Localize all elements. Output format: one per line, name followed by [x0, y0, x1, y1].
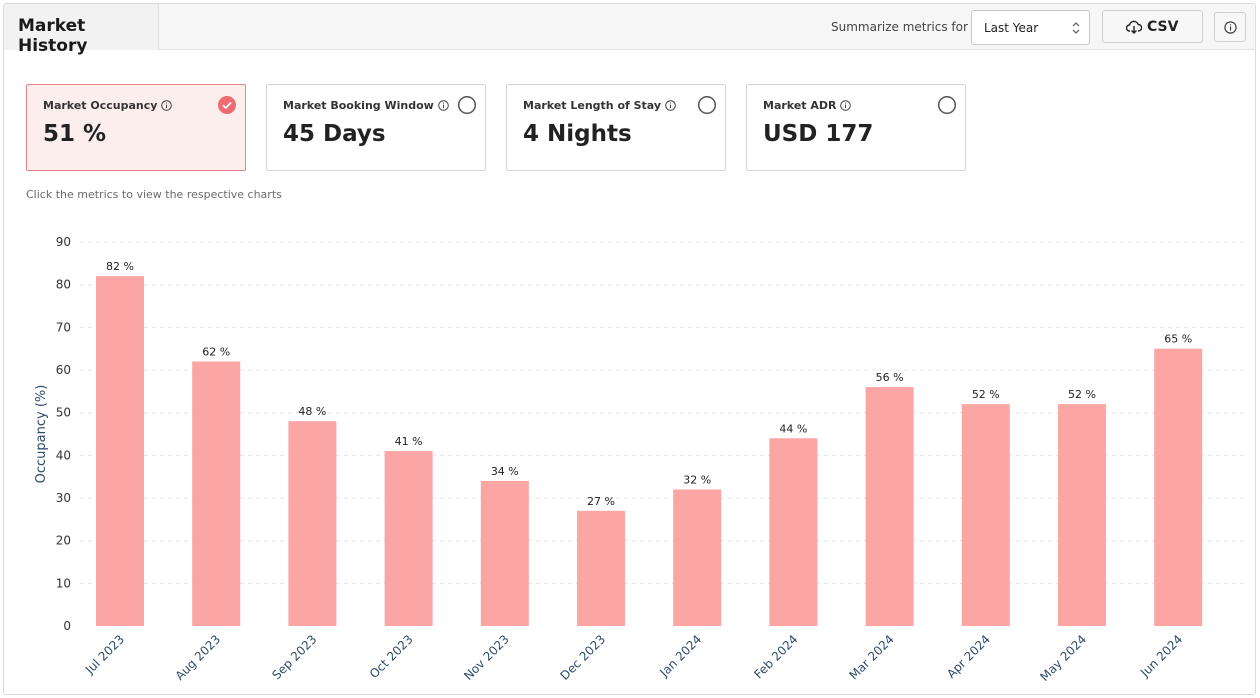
chart-hint: Click the metrics to view the respective… — [26, 188, 282, 201]
bar — [480, 480, 529, 626]
x-tick-label: Sep 2023 — [269, 632, 319, 682]
y-tick-label: 50 — [56, 406, 71, 420]
y-tick-label: 80 — [56, 278, 71, 292]
y-tick-label: 30 — [56, 491, 71, 505]
data-label: 62 % — [202, 345, 230, 358]
metric-card-value: 45 Days — [283, 121, 386, 147]
info-icon — [840, 100, 852, 111]
chevron-up-down-icon — [1072, 22, 1080, 34]
metric-card-label: Market ADR — [763, 99, 852, 112]
bar — [577, 510, 625, 626]
bar — [1058, 404, 1106, 626]
y-tick-label: 40 — [56, 448, 71, 462]
y-tick-label: 20 — [56, 534, 71, 548]
x-tick-label: Feb 2024 — [751, 632, 800, 681]
data-label: 32 % — [683, 473, 711, 486]
csv-download-button[interactable]: CSV — [1102, 10, 1203, 43]
bar — [961, 404, 1010, 626]
y-tick-label: 60 — [56, 363, 71, 377]
data-label: 48 % — [298, 405, 326, 418]
data-label: 82 % — [106, 260, 134, 273]
checked-circle-icon[interactable] — [217, 95, 237, 115]
metric-card-booking-window[interactable]: Market Booking Window 45 Days — [266, 84, 486, 171]
info-icon — [665, 100, 676, 111]
period-select[interactable]: Last Year — [971, 10, 1090, 45]
info-icon — [438, 100, 449, 111]
metric-card-adr[interactable]: Market ADR USD 177 — [746, 84, 966, 171]
x-tick-label: Aug 2023 — [173, 632, 224, 683]
csv-label: CSV — [1147, 19, 1179, 35]
metric-card-occupancy[interactable]: Market Occupancy 51 % — [26, 84, 246, 171]
data-label: 52 % — [1068, 388, 1096, 401]
x-tick-label: Nov 2023 — [461, 632, 512, 683]
y-tick-label: 90 — [56, 235, 71, 249]
y-axis-label: Occupancy (%) — [34, 385, 49, 484]
metric-card-length-of-stay[interactable]: Market Length of Stay 4 Nights — [506, 84, 726, 171]
y-tick-label: 70 — [56, 320, 71, 334]
bar — [769, 438, 818, 626]
info-icon — [1224, 21, 1237, 34]
x-tick-label: Mar 2024 — [847, 632, 897, 682]
radio-unchecked-icon[interactable] — [697, 95, 717, 115]
data-label: 27 % — [587, 495, 615, 508]
bar — [288, 421, 337, 626]
title-tab: Market History — [4, 4, 159, 56]
radio-unchecked-icon[interactable] — [937, 95, 957, 115]
x-tick-label: Dec 2023 — [558, 632, 609, 683]
data-label: 44 % — [779, 422, 807, 435]
data-label: 34 % — [491, 465, 519, 478]
data-label: 41 % — [395, 435, 423, 448]
metric-card-value: 4 Nights — [523, 121, 632, 147]
data-label: 65 % — [1164, 333, 1192, 346]
metric-card-label: Market Booking Window — [283, 99, 449, 112]
y-tick-label: 0 — [63, 619, 71, 633]
bar — [1154, 348, 1203, 626]
page-title: Market History — [18, 16, 88, 56]
cloud-download-icon — [1126, 20, 1142, 34]
radio-unchecked-icon[interactable] — [457, 95, 477, 115]
bar — [865, 387, 914, 626]
x-tick-label: Jun 2024 — [1137, 632, 1185, 680]
bar — [96, 276, 144, 626]
x-tick-label: May 2024 — [1037, 632, 1089, 684]
bar — [384, 451, 433, 626]
period-select-value: Last Year — [984, 21, 1039, 35]
data-label: 56 % — [876, 371, 904, 384]
x-tick-label: Jan 2024 — [656, 632, 704, 680]
summarize-label: Summarize metrics for — [831, 20, 968, 34]
x-tick-label: Oct 2023 — [367, 632, 416, 681]
x-tick-label: Jul 2023 — [82, 632, 127, 677]
metric-card-label: Market Occupancy — [43, 99, 173, 112]
panel-header: Market History Summarize metrics for Las… — [4, 4, 1255, 56]
info-button[interactable] — [1214, 12, 1246, 42]
data-label: 52 % — [972, 388, 1000, 401]
metric-card-label: Market Length of Stay — [523, 99, 676, 112]
bar — [192, 361, 241, 626]
x-tick-label: Apr 2024 — [944, 632, 993, 681]
occupancy-bar-chart: 0 10 20 30 40 50 60 70 80 90 Occupancy (%) 82 % Jul … — [34, 235, 1244, 684]
bar — [673, 489, 722, 626]
metric-card-value: 51 % — [43, 121, 107, 147]
y-tick-label: 10 — [56, 576, 71, 590]
metric-card-value: USD 177 — [763, 121, 874, 147]
market-history-panel: Market History Summarize metrics for Las… — [3, 3, 1256, 695]
info-icon — [161, 100, 173, 111]
